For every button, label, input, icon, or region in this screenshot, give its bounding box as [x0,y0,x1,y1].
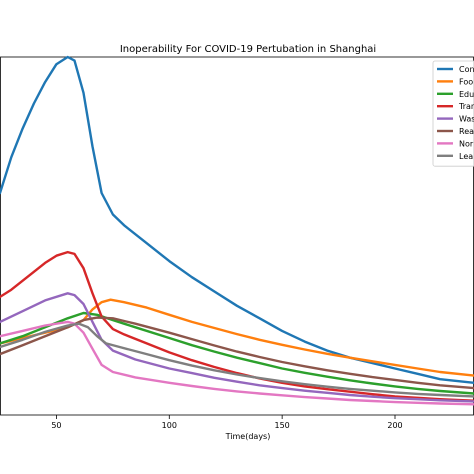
chart-title: Inoperability For COVID-19 Pertubation i… [120,44,376,55]
legend-label-rea: Rea [459,127,474,136]
series-layer [0,55,474,406]
x-tick-label: 200 [387,421,402,430]
x-axis-label: Time(days) [225,432,271,441]
legend-label-tran: Tran [458,102,474,111]
series-line-rea [0,316,474,390]
legend-label-edu: Edu [459,90,474,99]
legend-box [432,60,474,167]
x-axis-ticks: 50 100 150 200 [51,415,403,430]
legend-label-was: Was [459,115,474,124]
legend: Con Foo Edu Tran Was Rea Nor Lea [432,60,474,167]
series-line-edu [0,311,474,395]
plot-frame [0,56,474,416]
x-tick-label: 100 [162,421,177,430]
legend-label-con: Con [459,65,474,74]
series-line-lea [0,322,474,398]
legend-label-lea: Lea [459,152,473,161]
plot-area: 50 100 150 200 [0,55,474,430]
legend-label-nor: Nor [459,139,474,148]
x-tick-label: 150 [275,421,290,430]
series-line-foo [0,298,474,377]
series-line-tran [0,250,474,402]
legend-label-foo: Foo [459,77,473,86]
x-tick-label: 50 [51,421,61,430]
series-line-was [0,292,474,403]
